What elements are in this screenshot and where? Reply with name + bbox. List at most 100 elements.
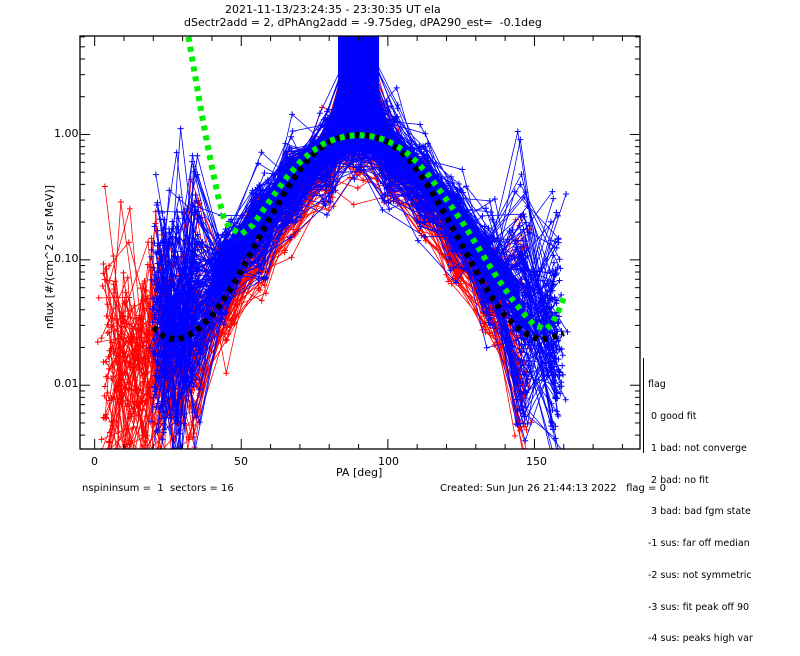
blue-trace-marker	[549, 188, 556, 195]
blue-trace	[156, 153, 552, 433]
red-trace-marker	[106, 262, 113, 269]
blue-trace-marker	[511, 255, 518, 262]
blue-trace-marker	[489, 238, 495, 245]
footer-right: Created: Sun Jun 26 21:44:13 2022 flag =…	[440, 483, 666, 494]
blue-trace-marker	[518, 266, 525, 273]
blue-trace-marker	[259, 261, 266, 268]
blue-trace-marker	[157, 386, 164, 393]
blue-trace-marker	[557, 265, 564, 272]
blue-trace-marker	[489, 216, 496, 223]
blue-trace-marker	[509, 226, 516, 233]
blue-trace-marker	[175, 330, 182, 337]
blue-trace-marker	[553, 345, 560, 352]
red-trace-marker	[258, 297, 265, 304]
blue-trace-marker	[251, 259, 258, 266]
blue-trace-marker	[196, 419, 203, 426]
blue-trace-marker	[321, 172, 328, 179]
red-trace-marker	[110, 290, 117, 297]
blue-trace-marker	[393, 84, 400, 91]
red-trace-marker	[103, 312, 110, 319]
blue-trace-marker	[549, 426, 556, 433]
blue-trace-marker	[191, 409, 198, 416]
red-trace-marker	[101, 392, 108, 399]
red-trace-marker	[448, 280, 455, 287]
blue-trace-marker	[386, 181, 393, 188]
blue-trace-marker	[153, 251, 160, 258]
blue-trace-marker	[219, 288, 226, 295]
blue-trace-marker	[450, 264, 457, 271]
blue-trace-marker	[261, 251, 268, 258]
blue-trace-marker	[424, 140, 431, 147]
blue-trace-marker	[547, 309, 554, 316]
blue-trace-marker	[486, 316, 493, 323]
blue-trace-marker	[191, 299, 198, 306]
legend-item: -1 sus: far off median	[648, 538, 750, 550]
blue-trace-marker	[169, 218, 176, 225]
blue-trace-marker	[165, 358, 172, 365]
red-trace-marker	[137, 285, 144, 292]
blue-trace-marker	[193, 277, 200, 284]
flag-legend: flag 0 good fit 1 bad: not converge 2 ba…	[648, 359, 753, 656]
blue-trace-marker	[176, 194, 183, 201]
blue-trace-marker	[327, 199, 334, 206]
blue-trace-marker	[289, 128, 296, 135]
blue-trace-marker	[154, 227, 161, 234]
blue-trace-marker	[553, 408, 560, 415]
red-trace-marker	[262, 290, 269, 297]
blue-trace-marker	[325, 106, 332, 113]
blue-trace-marker	[175, 309, 182, 316]
blue-trace-marker	[558, 291, 565, 298]
blue-trace-marker	[479, 212, 486, 219]
blue-trace-marker	[448, 239, 455, 246]
blue-trace-marker	[197, 308, 204, 315]
legend-item: 0 good fit	[648, 410, 697, 422]
blue-trace-marker	[261, 169, 268, 176]
red-trace-marker	[354, 185, 361, 192]
red-trace-marker	[126, 205, 133, 212]
blue-trace-marker	[460, 189, 467, 196]
blue-trace-marker	[447, 267, 454, 274]
blue-trace-marker	[459, 166, 466, 173]
blue-trace-marker	[481, 223, 488, 230]
blue-trace-marker	[293, 217, 300, 224]
blue-trace-marker	[211, 250, 218, 257]
red-trace-marker	[101, 383, 108, 390]
red-trace-marker	[95, 294, 102, 301]
red-trace-marker	[106, 277, 113, 284]
blue-trace-marker	[552, 371, 559, 378]
red-trace-marker	[99, 282, 106, 289]
blue-trace-marker	[520, 345, 527, 352]
blue-trace-marker	[288, 133, 295, 140]
red-trace-marker	[330, 203, 337, 210]
blue-trace-marker	[350, 163, 357, 170]
blue-trace-marker	[286, 159, 293, 166]
axis-ticks	[80, 36, 640, 449]
red-trace-marker	[143, 368, 150, 375]
blue-trace-marker	[160, 429, 167, 436]
blue-trace-marker	[555, 412, 562, 419]
blue-trace-marker	[149, 305, 156, 312]
legend-item: 3 bad: bad fgm state	[648, 506, 751, 518]
red-trace-marker	[101, 183, 108, 190]
blue-trace-marker	[482, 205, 489, 212]
blue-trace-marker	[449, 179, 456, 186]
blue-trace-marker	[414, 203, 421, 210]
red-trace-marker	[225, 331, 232, 338]
blue-trace-marker	[558, 345, 565, 352]
plot-frame	[79, 35, 641, 450]
blue-trace-marker	[151, 223, 158, 230]
red-trace-marker	[143, 331, 150, 338]
blue-trace-marker	[556, 372, 563, 379]
red-trace-marker	[445, 278, 452, 285]
red-trace-marker	[123, 289, 130, 296]
red-trace-marker	[98, 436, 105, 443]
blue-trace-marker	[319, 176, 326, 183]
y-axis-label: nflux [#/(cm^2 s sr MeV)]	[43, 184, 56, 330]
blue-trace-marker	[258, 149, 265, 156]
blue-trace-marker	[150, 348, 157, 355]
legend-title: flag	[648, 379, 666, 391]
black-fit-line	[151, 132, 565, 343]
blue-trace-marker	[485, 319, 492, 326]
red-trace-marker	[288, 254, 295, 261]
blue-trace-marker	[417, 121, 424, 128]
